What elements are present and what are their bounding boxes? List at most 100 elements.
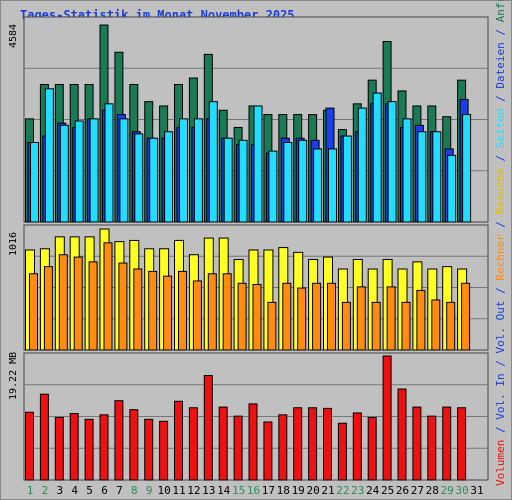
rechner-bar [237,282,247,351]
volumen-bar [114,400,124,481]
x-tick-label: 12 [187,484,200,497]
legend-entry: / [494,420,507,440]
seiten-bar [208,101,218,223]
seiten-bar [342,135,352,223]
rechner-bar [371,301,381,351]
x-tick-label: 22 [336,484,349,497]
x-tick-label: 8 [131,484,138,497]
x-tick-label: 29 [441,484,454,497]
rechner-bar [446,301,456,351]
volumen-bar [412,406,422,481]
x-tick-label: 30 [455,484,468,497]
volumen-bar [203,374,213,481]
rechner-bar [267,301,277,351]
volumen-bar [39,393,49,481]
x-tick-label: 2 [42,484,49,497]
volumen-bar [308,407,318,481]
seiten-bar [193,118,203,223]
volumen-bar [174,400,183,481]
rechner-bar [103,242,113,351]
legend-entry: / [494,89,507,109]
volumen-bar [129,409,139,481]
seiten-bar [119,118,129,223]
seiten-bar [59,124,69,223]
x-tick-label: 20 [306,484,319,497]
x-tick-label: 21 [321,484,334,497]
x-tick-label: 26 [396,484,409,497]
rechner-bar [178,270,187,351]
x-tick-label: 19 [292,484,305,497]
legend-entry: / [494,148,507,168]
volumen-bar [442,406,452,481]
legend-entry: Volumen [494,440,507,486]
seiten-bar [462,114,472,223]
rechner-bar [297,287,307,351]
rechner-bar [118,262,128,351]
rechner-bar [327,282,336,351]
rechner-bar [312,282,322,351]
volumen-bar [337,422,347,481]
seiten-bar [149,137,159,223]
legend-entry: / [494,354,507,374]
seiten-bar [238,139,248,223]
x-tick-label: 6 [101,484,108,497]
rechner-bar [341,301,351,351]
seiten-bar [179,118,188,223]
rechner-bar [192,280,202,351]
rechner-bar [431,299,441,351]
volumen-bar [457,407,467,481]
volumen-bar [278,414,288,481]
x-tick-label: 23 [351,484,364,497]
x-tick-label: 28 [426,484,439,497]
legend-entry: Dateien [494,42,507,88]
seiten-bar [283,141,293,223]
seiten-bar [372,92,382,223]
volumen-bar [367,416,377,481]
volumen-bar [233,415,243,481]
rechner-bar [356,286,366,351]
volumen-bar [159,420,169,481]
seiten-bar [44,88,54,223]
rechner-bar [58,254,68,351]
seiten-bar [298,139,308,223]
seiten-bar [313,148,323,223]
volumen-bar [427,415,437,481]
x-tick-label: 10 [157,484,170,497]
seiten-bar [74,120,84,223]
x-tick-label: 15 [232,484,245,497]
legend-entry: Seiten [494,108,507,148]
volumen-bar [69,413,79,481]
x-tick-label: 7 [116,484,123,497]
seiten-bar [223,137,233,223]
legend-entry: Rechner [494,234,507,281]
seiten-bar [402,118,412,223]
x-tick-label: 14 [217,484,231,497]
y-axis-max-label: 4584 [8,24,19,48]
volumen-bar [84,418,94,481]
legend-entry: Vol. In [494,373,507,419]
x-tick-label: 16 [247,484,260,497]
seiten-bar [417,131,427,223]
seiten-bar [328,148,337,223]
volumen-bar [248,403,258,481]
legend-entry: Vol. Out [494,301,507,354]
rechner-bar [207,273,217,351]
x-tick-label: 9 [146,484,153,497]
seiten-bar [104,103,114,223]
legend-entry: / [494,281,507,301]
x-tick-label: 11 [172,484,185,497]
seiten-bar [447,154,457,223]
seiten-bar [89,118,99,223]
legend-entry: / [494,22,507,42]
volumen-bar [397,388,407,481]
volumen-bar [352,412,362,481]
x-tick-label: 24 [366,484,380,497]
volumen-bar [99,414,109,481]
rechner-bar [148,270,158,351]
x-tick-label: 4 [71,484,78,497]
seiten-bar [387,101,397,223]
series-legend: Volumen / Vol. In / Vol. Out / Rechner /… [494,0,507,486]
legend-entry: Besuche [494,168,507,214]
x-tick-label: 5 [86,484,93,497]
